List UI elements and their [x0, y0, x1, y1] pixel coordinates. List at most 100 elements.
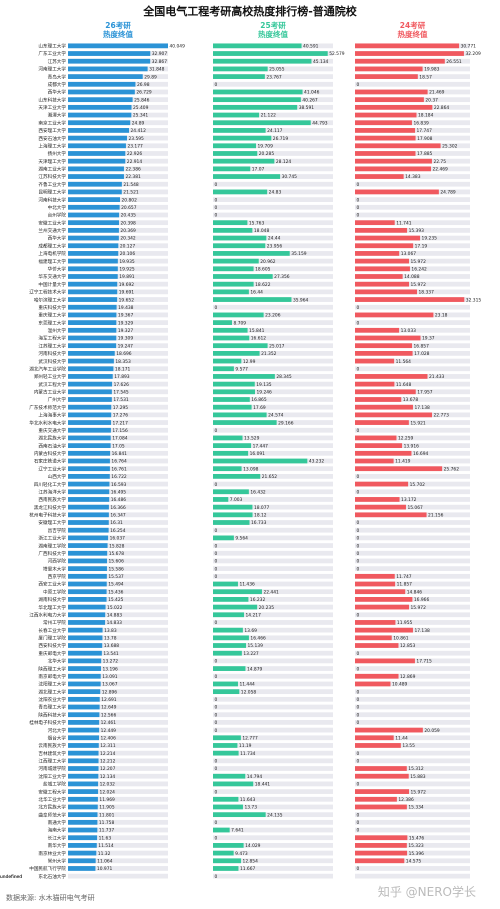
bar-track	[213, 527, 333, 533]
data-label: 11.444	[239, 682, 255, 688]
data-label: 16.841	[112, 451, 128, 457]
category-label: 武汉工程大学	[38, 381, 66, 388]
data-label: 15.494	[108, 582, 124, 588]
bar-track	[213, 320, 333, 325]
data-label: 0	[215, 305, 218, 311]
data-label: 24.135	[267, 812, 283, 818]
data-bar	[213, 504, 253, 510]
data-label: 22.469	[432, 167, 448, 173]
data-label: 19.983	[424, 67, 440, 73]
category-label: 西安科技大学	[38, 642, 66, 649]
bar-track	[355, 174, 470, 179]
data-bar	[68, 489, 110, 495]
category-label: 内蒙古科技大学	[34, 450, 67, 457]
data-label: 14.833	[107, 620, 123, 626]
data-bar	[68, 274, 118, 279]
data-bar	[213, 166, 251, 172]
data-label: 19.329	[118, 320, 134, 326]
data-label: 19.692	[119, 282, 135, 288]
data-bar	[213, 235, 267, 241]
data-bar	[68, 135, 127, 141]
data-label: 0	[357, 712, 360, 718]
bar-track	[213, 128, 333, 133]
data-bar	[213, 189, 268, 195]
data-label: 25.017	[269, 343, 285, 349]
data-label: 19.367	[118, 313, 134, 319]
bar-track	[68, 866, 168, 871]
data-label: 15.425	[108, 597, 124, 603]
bar-track	[355, 320, 470, 325]
data-label: 29.89	[144, 74, 157, 80]
bar-track	[355, 81, 470, 87]
data-label: 16.254	[110, 528, 126, 534]
data-label: 7.641	[231, 828, 244, 834]
category-label: 温州大学	[48, 327, 67, 334]
chart-title: 全国电气工程考研高校热度排行榜-普通院校	[142, 4, 358, 18]
data-label: 15.678	[109, 551, 125, 557]
bar-track	[68, 327, 168, 333]
category-label: 沈阳农业大学	[38, 696, 66, 703]
bar-track	[68, 520, 168, 525]
data-label: 19.709	[258, 143, 274, 149]
category-label: 杭州电子科技大学	[29, 512, 66, 519]
data-label: 17.747	[417, 128, 433, 134]
data-bar	[68, 366, 114, 372]
bar-track	[68, 712, 168, 718]
category-label: 青岛理工大学	[38, 704, 66, 711]
data-label: 23.767	[266, 74, 282, 80]
data-bar	[68, 712, 100, 718]
bar-track	[68, 819, 168, 825]
data-label: 16.366	[110, 505, 126, 511]
data-bar	[68, 289, 118, 295]
category-label: 内蒙古工业大学	[34, 389, 67, 396]
data-label: 0	[215, 620, 218, 626]
data-bar	[213, 420, 277, 425]
data-bar	[355, 858, 405, 864]
bar-track	[355, 266, 470, 272]
bar-track	[68, 304, 168, 310]
data-bar	[355, 850, 408, 856]
data-bar	[68, 696, 100, 702]
data-bar	[355, 335, 421, 341]
data-bar	[213, 43, 302, 49]
bar-track	[213, 235, 333, 241]
category-label: 桂林电子科技大学	[29, 719, 66, 726]
bar-track	[68, 658, 168, 664]
bar-track	[355, 581, 470, 587]
bar-track	[355, 358, 470, 364]
data-bar	[68, 397, 112, 402]
data-bar	[355, 120, 412, 126]
data-label: 19.891	[119, 274, 135, 280]
data-label: 0	[357, 612, 360, 618]
data-label: 15.586	[108, 566, 124, 572]
category-label: 河南科技大学	[38, 350, 66, 357]
bar-track	[213, 681, 333, 687]
data-label: 0	[357, 182, 360, 188]
data-bar	[68, 527, 109, 533]
bar-track	[355, 620, 470, 625]
data-bar	[213, 404, 252, 410]
bar-track	[68, 381, 168, 387]
category-label: 成都大学	[48, 81, 67, 88]
series-subtitle: 热度终值	[103, 29, 133, 39]
data-label: 11.63	[99, 835, 112, 841]
data-label: 11.648	[396, 382, 412, 388]
bar-track	[355, 643, 470, 648]
data-label: 11.747	[396, 574, 412, 580]
data-label: 0	[357, 559, 360, 565]
bar-track	[68, 650, 168, 656]
data-bar	[68, 597, 107, 602]
data-label: 32.867	[152, 59, 168, 65]
bar-track	[213, 381, 333, 387]
data-bar	[213, 281, 254, 287]
bar-track	[355, 866, 470, 871]
bar-track	[213, 620, 333, 625]
data-bar	[68, 581, 107, 587]
data-label: 11.741	[396, 220, 412, 226]
data-label: 0	[215, 697, 218, 703]
bar-track	[355, 181, 470, 187]
data-label: 0	[357, 551, 360, 557]
category-label: 江西理工大学	[38, 758, 66, 765]
data-label: 19.247	[118, 343, 134, 349]
data-bar	[213, 135, 272, 141]
